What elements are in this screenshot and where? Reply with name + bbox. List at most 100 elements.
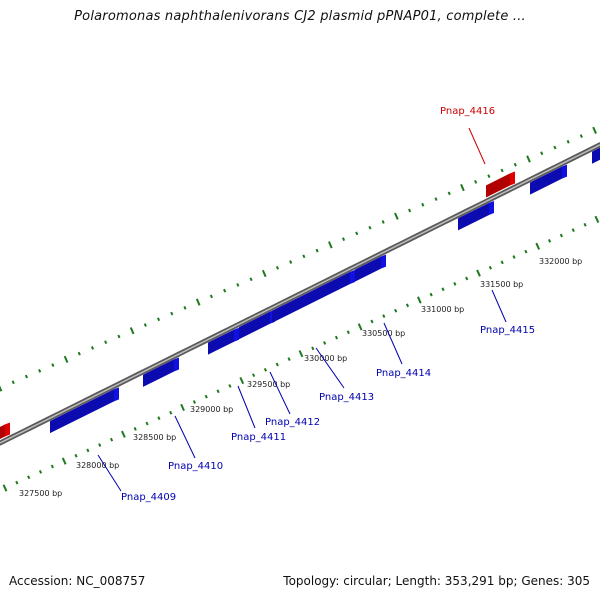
gene-block-4412 [272,270,355,323]
bp-scale-label: 332000 bp [539,257,582,266]
tick-mark [51,363,55,367]
tick-mark [261,269,267,278]
tick-mark [90,346,95,350]
gene-block-4416b [530,164,567,195]
tick-mark [381,220,385,224]
tick-mark [192,400,196,404]
tick-mark [157,416,161,421]
tick-mark [239,376,245,385]
tick-mark [0,385,3,392]
gene-label: Pnap_4409 [121,492,176,503]
tick-mark [228,384,232,388]
tick-mark [252,373,256,378]
tick-mark [394,308,398,313]
tick-mark [24,374,28,379]
gene-leader-line [174,415,196,459]
tick-mark [346,330,350,335]
tick-mark [453,281,457,286]
gene-block-4414 [355,254,386,282]
tick-mark [74,453,78,458]
tick-mark [594,215,600,224]
tick-mark [553,145,557,150]
gene-label: Pnap_4415 [480,325,535,336]
tick-mark [302,254,306,259]
tick-mark [447,191,451,196]
tick-mark [405,303,410,308]
tick-mark [355,231,359,236]
bp-scale-label: 331500 bp [480,280,523,289]
tick-mark [441,287,445,292]
gene-leader-line [468,127,486,165]
gene-block-4415 [458,200,494,231]
tick-mark [223,288,227,293]
tick-mark [38,368,42,373]
tick-mark [416,296,422,304]
gene-block-4409 [50,387,119,434]
bp-scale-label: 331000 bp [421,305,464,314]
tick-mark [15,480,19,485]
tick-mark [408,208,412,213]
gene-leader-line [269,371,291,415]
tick-mark [145,421,149,426]
tick-mark [357,323,363,331]
gene-label: Pnap_4414 [376,368,431,379]
gene-leader-line [315,347,345,389]
tick-mark [488,265,492,270]
gene-leader-line [97,454,122,492]
gene-block-4410 [143,357,179,387]
tick-mark [143,323,147,327]
tick-mark [559,233,563,238]
tick-mark [394,212,399,220]
tick-mark [540,151,544,156]
gene-label: Pnap_4411 [231,432,286,443]
backbone-highlight [0,144,600,444]
tick-mark [382,314,386,318]
tick-mark [500,168,504,173]
tick-mark [583,222,587,227]
tick-mark [512,255,516,259]
tick-mark [50,464,54,469]
accession-label: Accession: NC_008757 [9,574,146,588]
tick-mark [2,484,8,492]
tick-mark [169,410,173,415]
tick-mark [323,341,327,345]
bp-scale-label: 330000 bp [304,354,347,363]
tick-mark [429,292,433,297]
tick-mark [204,394,208,399]
tick-mark [368,225,372,230]
tick-mark [287,357,291,361]
tick-mark [121,430,126,438]
tick-mark [249,277,253,282]
tick-mark [156,317,161,322]
gene-leader-line [491,289,507,323]
tick-mark [170,311,174,316]
tick-mark [298,350,304,358]
gene-label: Pnap_4412 [265,417,320,428]
gene-block-4416 [486,171,515,198]
tick-mark [183,305,187,310]
gene-label: Pnap_4413 [319,392,374,403]
tick-mark [98,443,102,447]
gene-label: Pnap_4410 [168,461,223,472]
bp-scale-label: 327500 bp [19,489,62,498]
tick-mark [460,183,465,192]
tick-mark [547,239,552,243]
tick-mark [77,351,81,356]
tick-mark [526,155,531,163]
tick-mark [524,249,528,254]
tick-mark [63,355,69,363]
gene-block-edge [592,147,600,164]
tick-mark [465,276,469,281]
tick-mark [61,457,67,465]
tick-mark [328,241,333,249]
tick-mark [315,248,319,253]
tick-mark [11,380,15,385]
tick-mark [434,197,438,201]
tick-mark [474,180,478,184]
tick-mark [216,389,220,394]
tick-mark [195,298,201,306]
gene-block-4411 [208,327,239,355]
tick-mark [341,237,346,242]
tick-mark [571,228,575,233]
tick-mark [476,269,481,277]
